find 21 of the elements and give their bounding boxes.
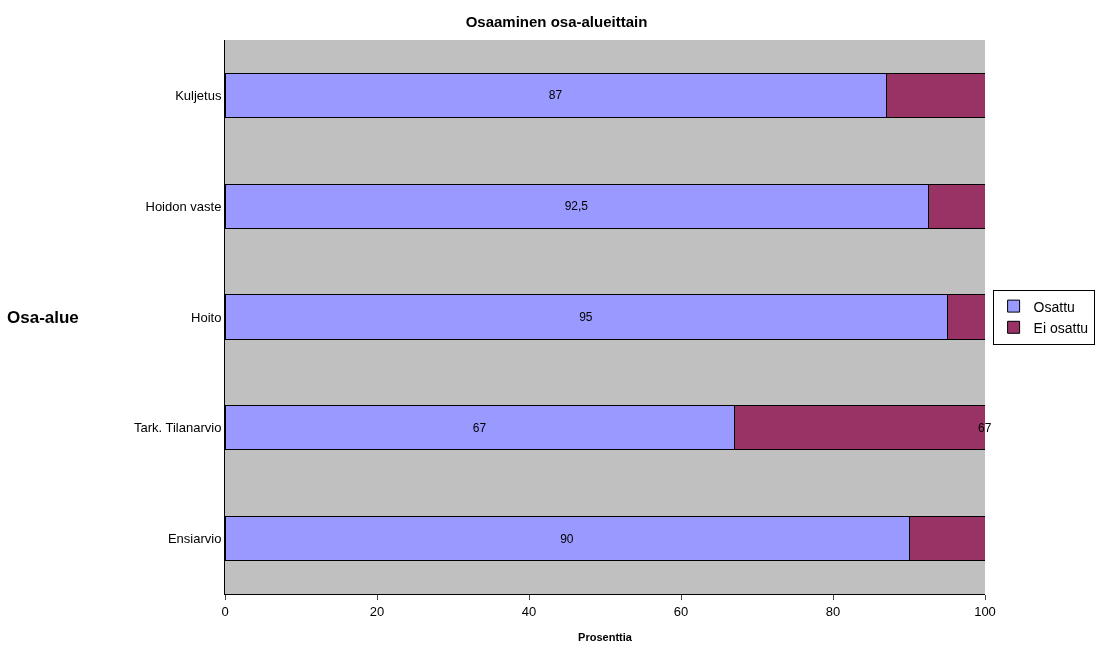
data-label: 92,5 xyxy=(564,199,589,214)
legend-label: Osattu xyxy=(1033,298,1075,315)
data-label: 67 xyxy=(472,420,487,435)
y-axis-title: Osa-alue xyxy=(7,308,79,327)
x-tick-label: 60 xyxy=(673,603,689,619)
x-tick-label: 0 xyxy=(221,603,229,619)
y-tick-label: Ensiarvio xyxy=(167,531,222,547)
chart-title: Osaaminen osa-alueittain xyxy=(465,12,648,30)
x-tick-label: 20 xyxy=(369,603,385,619)
y-tick-label: Tark. Tilanarvio xyxy=(133,420,222,436)
x-tick-label: 80 xyxy=(825,603,841,619)
data-label: 90 xyxy=(560,531,574,546)
data-label: 95 xyxy=(579,310,593,324)
x-tick-label: 100 xyxy=(974,603,996,619)
data-label: 87 xyxy=(548,88,563,103)
x-tick-label: 40 xyxy=(521,603,537,619)
y-tick-label: Kuljetus xyxy=(175,87,222,103)
legend-label: Ei osattu xyxy=(1033,319,1089,336)
x-axis-title: Prosenttia xyxy=(578,630,633,643)
y-tick-label: Hoidon vaste xyxy=(145,198,222,214)
y-tick-label: Hoito xyxy=(191,309,222,325)
